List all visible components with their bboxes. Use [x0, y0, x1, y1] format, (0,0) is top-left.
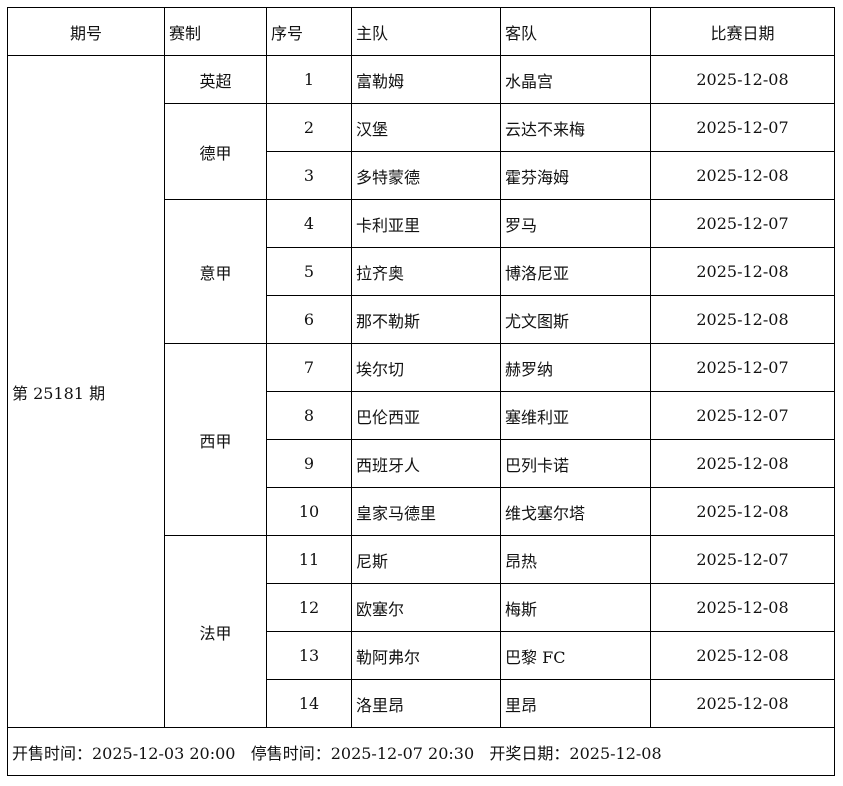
- match-date: 2025-12-08: [650, 583, 835, 632]
- match-number: 14: [266, 679, 352, 728]
- away-team: 昂热: [500, 535, 651, 584]
- table-row: 3 多特蒙德 霍芬海姆 2025-12-08: [8, 151, 835, 200]
- match-date: 2025-12-08: [650, 247, 835, 296]
- home-team: 皇家马德里: [351, 487, 501, 536]
- match-number: 7: [266, 343, 352, 392]
- match-schedule-table: 期号 赛制 序号 主队 客队 比赛日期 第 25181 期英超 1 富勒姆 水晶宫 20…: [7, 7, 835, 776]
- header-row: 期号 赛制 序号 主队 客队 比赛日期: [7, 7, 835, 56]
- issue-cell: 第 25181 期: [7, 55, 165, 728]
- match-date: 2025-12-07: [650, 343, 835, 392]
- match-number: 2: [266, 103, 352, 152]
- away-team: 罗马: [500, 199, 651, 248]
- away-team: 塞维利亚: [500, 391, 651, 440]
- match-date: 2025-12-07: [650, 103, 835, 152]
- match-date: 2025-12-07: [650, 199, 835, 248]
- match-date: 2025-12-08: [650, 439, 835, 488]
- match-date: 2025-12-08: [650, 151, 835, 200]
- home-team: 埃尔切: [351, 343, 501, 392]
- header-issue: 期号: [7, 7, 165, 56]
- header-date: 比赛日期: [650, 7, 835, 56]
- table-row: 10 皇家马德里 维戈塞尔塔 2025-12-08: [8, 487, 835, 536]
- match-number: 12: [266, 583, 352, 632]
- table-row: 12 欧塞尔 梅斯 2025-12-08: [8, 583, 835, 632]
- header-number: 序号: [266, 7, 352, 56]
- away-team: 巴黎 FC: [500, 631, 651, 680]
- match-number: 10: [266, 487, 352, 536]
- away-team: 尤文图斯: [500, 295, 651, 344]
- table-row: 意甲 4 卡利亚里 罗马 2025-12-07: [8, 199, 835, 344]
- away-team: 水晶宫: [500, 55, 651, 104]
- header-away: 客队: [500, 7, 651, 56]
- home-team: 多特蒙德: [351, 151, 501, 200]
- league-cell: 法甲: [164, 535, 267, 728]
- home-team: 尼斯: [351, 535, 501, 584]
- league-cell: 意甲: [164, 199, 267, 344]
- away-team: 云达不来梅: [500, 103, 651, 152]
- home-team: 勒阿弗尔: [351, 631, 501, 680]
- match-number: 8: [266, 391, 352, 440]
- home-team: 巴伦西亚: [351, 391, 501, 440]
- sale-info: 开售时间：2025-12-03 20:00 停售时间：2025-12-07 20…: [7, 727, 835, 776]
- home-team: 那不勒斯: [351, 295, 501, 344]
- home-team: 洛里昂: [351, 679, 501, 728]
- match-number: 13: [266, 631, 352, 680]
- table-row: 第 25181 期英超 1 富勒姆 水晶宫 2025-12-08: [7, 55, 835, 728]
- match-number: 9: [266, 439, 352, 488]
- table-row: 5 拉齐奥 博洛尼亚 2025-12-08: [8, 247, 835, 296]
- match-number: 4: [266, 199, 352, 248]
- match-date: 2025-12-08: [650, 487, 835, 536]
- table-row: 14 洛里昂 里昂 2025-12-08: [8, 679, 835, 728]
- match-number: 11: [266, 535, 352, 584]
- table-row: 8 巴伦西亚 塞维利亚 2025-12-07: [8, 391, 835, 440]
- home-team: 卡利亚里: [351, 199, 501, 248]
- home-team: 富勒姆: [351, 55, 501, 104]
- away-team: 赫罗纳: [500, 343, 651, 392]
- match-number: 1: [266, 55, 352, 104]
- match-date: 2025-12-08: [650, 295, 835, 344]
- match-date: 2025-12-07: [650, 535, 835, 584]
- table-row: 法甲 11 尼斯 昂热 2025-12-07: [8, 535, 835, 728]
- match-date: 2025-12-08: [650, 631, 835, 680]
- header-home: 主队: [351, 7, 501, 56]
- home-team: 拉齐奥: [351, 247, 501, 296]
- match-date: 2025-12-08: [650, 55, 835, 104]
- table-row: 6 那不勒斯 尤文图斯 2025-12-08: [8, 295, 835, 344]
- match-number: 5: [266, 247, 352, 296]
- table-row: 西甲 7 埃尔切 赫罗纳 2025-12-07: [8, 343, 835, 536]
- league-cell: 西甲: [164, 343, 267, 536]
- match-date: 2025-12-08: [650, 679, 835, 728]
- table-row: 德甲 2 汉堡 云达不来梅 2025-12-07: [8, 103, 835, 200]
- away-team: 梅斯: [500, 583, 651, 632]
- match-number: 6: [266, 295, 352, 344]
- league-cell: 英超: [164, 55, 267, 104]
- away-team: 博洛尼亚: [500, 247, 651, 296]
- away-team: 巴列卡诺: [500, 439, 651, 488]
- home-team: 欧塞尔: [351, 583, 501, 632]
- footer-row: 开售时间：2025-12-03 20:00 停售时间：2025-12-07 20…: [7, 727, 835, 776]
- away-team: 霍芬海姆: [500, 151, 651, 200]
- home-team: 西班牙人: [351, 439, 501, 488]
- match-number: 3: [266, 151, 352, 200]
- away-team: 里昂: [500, 679, 651, 728]
- away-team: 维戈塞尔塔: [500, 487, 651, 536]
- home-team: 汉堡: [351, 103, 501, 152]
- league-cell: 德甲: [164, 103, 267, 200]
- header-league: 赛制: [164, 7, 267, 56]
- match-date: 2025-12-07: [650, 391, 835, 440]
